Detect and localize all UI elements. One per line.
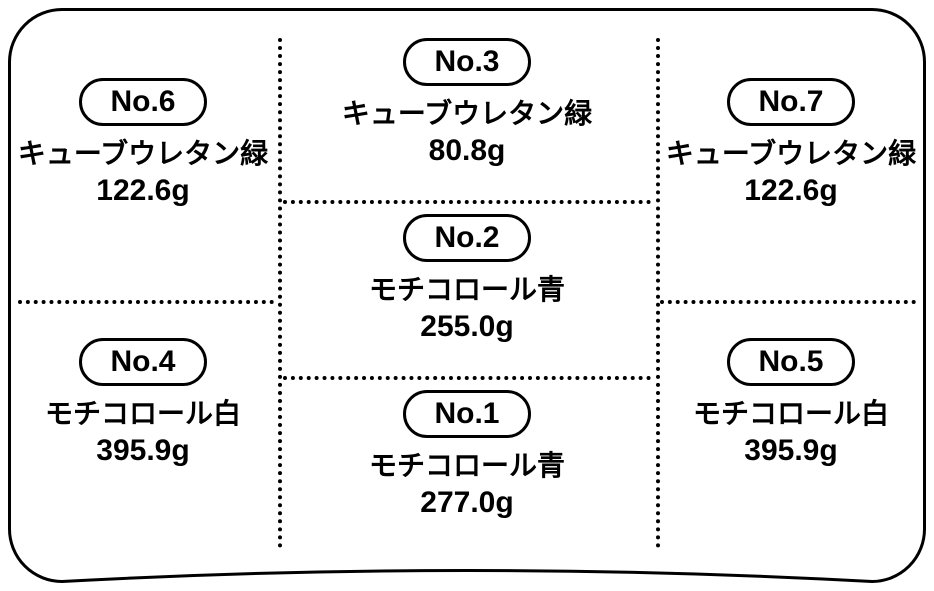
cell-no6: No.6 キューブウレタン緑122.6g bbox=[8, 78, 278, 208]
cell-no7: No.7 キューブウレタン緑122.6g bbox=[656, 78, 926, 208]
cell-no5: No.5 モチコロール白395.9g bbox=[656, 338, 926, 468]
cell-no6-weight: 122.6g bbox=[8, 174, 278, 208]
cell-no2-number-pill: No.2 bbox=[403, 214, 530, 262]
divider-h-mid-2 bbox=[283, 376, 651, 380]
cell-no1-weight: 277.0g bbox=[282, 486, 652, 520]
cell-no3-weight: 80.8g bbox=[282, 134, 652, 168]
cell-no2-material: モチコロール青 bbox=[282, 268, 652, 308]
cell-no1-material: モチコロール青 bbox=[282, 444, 652, 484]
cell-no4: No.4 モチコロール白395.9g bbox=[8, 338, 278, 468]
cell-no1-number-pill: No.1 bbox=[403, 390, 530, 438]
cell-no3: No.3 キューブウレタン緑80.8g bbox=[282, 38, 652, 168]
cell-no2: No.2 モチコロール青255.0g bbox=[282, 214, 652, 344]
cell-no4-number-pill: No.4 bbox=[79, 338, 206, 386]
cell-no4-material: モチコロール白 bbox=[8, 392, 278, 432]
divider-h-right bbox=[660, 300, 916, 304]
cell-no5-number-pill: No.5 bbox=[727, 338, 854, 386]
divider-h-left bbox=[18, 300, 274, 304]
cell-no1: No.1 モチコロール青277.0g bbox=[282, 390, 652, 520]
cell-no3-number-pill: No.3 bbox=[403, 38, 530, 86]
cell-no4-weight: 395.9g bbox=[8, 434, 278, 468]
cell-no2-weight: 255.0g bbox=[282, 310, 652, 344]
cell-no5-weight: 395.9g bbox=[656, 434, 926, 468]
cell-no7-number-pill: No.7 bbox=[727, 78, 854, 126]
cell-no3-material: キューブウレタン緑 bbox=[282, 92, 652, 132]
cell-no6-material: キューブウレタン緑 bbox=[8, 132, 278, 172]
cell-no6-number-pill: No.6 bbox=[79, 78, 206, 126]
cell-no5-material: モチコロール白 bbox=[656, 392, 926, 432]
diagram-container: No.3キューブウレタン緑80.8gNo.6キューブウレタン緑122.6gNo.… bbox=[8, 8, 926, 583]
cell-no7-weight: 122.6g bbox=[656, 174, 926, 208]
divider-h-mid-1 bbox=[283, 200, 651, 204]
cell-no7-material: キューブウレタン緑 bbox=[656, 132, 926, 172]
